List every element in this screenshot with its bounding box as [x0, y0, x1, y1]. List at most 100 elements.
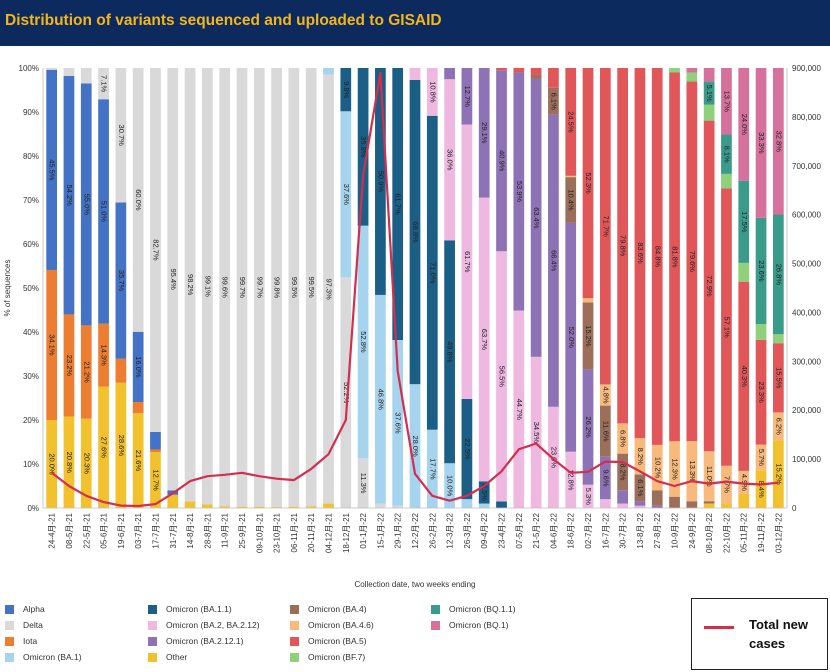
legend-swatch — [148, 652, 157, 662]
x-tick-label: 31-7月-21 — [169, 512, 178, 548]
data-label: 15.2% — [774, 463, 783, 485]
bar-segment — [599, 68, 611, 385]
bar-segment — [80, 68, 92, 84]
data-label: 54.2% — [65, 185, 74, 207]
bar-segment — [80, 418, 92, 508]
bar-segment — [375, 503, 386, 508]
data-label: 13.7% — [722, 91, 731, 113]
legend-label: Omicron (BA.1) — [23, 652, 82, 662]
data-label: 20.8% — [65, 452, 74, 474]
data-label: 6.1% — [636, 479, 645, 496]
data-label: 97.3% — [325, 278, 334, 300]
data-label: 99.5% — [307, 276, 316, 298]
bar-segment — [409, 68, 421, 80]
bar-segment — [63, 75, 75, 315]
data-label: 6.5% — [480, 484, 489, 501]
data-label: 40.3% — [740, 366, 749, 388]
data-label: 60.0% — [134, 189, 143, 211]
legend-label: Omicron (BA.5) — [308, 636, 367, 646]
bar-segment — [115, 382, 127, 508]
legend-item: Alpha — [5, 604, 45, 614]
data-label: 63.4% — [532, 207, 541, 229]
legend-swatch — [431, 604, 440, 614]
bar-segment — [219, 68, 231, 507]
data-label: 99.1% — [203, 276, 212, 298]
data-label: 5.7% — [757, 449, 766, 466]
bar-segment — [253, 506, 265, 508]
legend-item: Omicron (BA.2.12.1) — [148, 636, 243, 646]
bar-segment — [323, 503, 334, 508]
data-label: 5.1% — [705, 85, 714, 102]
data-label: 57.1% — [722, 316, 731, 338]
data-label: 12.7% — [463, 86, 472, 108]
data-label: 61.7% — [463, 251, 472, 273]
bar-segment — [634, 505, 646, 508]
bar-segment — [582, 68, 594, 299]
y-tick-label: 40% — [23, 328, 39, 337]
bar-segment — [651, 490, 663, 506]
x-tick-label: 07-5月-22 — [515, 512, 524, 548]
data-label: 71.7% — [601, 216, 610, 238]
bar-segment — [444, 240, 455, 464]
bar-segment — [599, 384, 611, 406]
bar-segment — [46, 269, 58, 420]
bar-segment — [132, 331, 144, 403]
data-label: 14.3% — [100, 344, 109, 366]
legend-swatch — [148, 604, 157, 614]
x-tick-label: 02-7月-22 — [584, 512, 593, 548]
bar-segment — [703, 104, 715, 121]
y2-tick-label: 100,000 — [792, 455, 821, 464]
legend-swatch — [5, 620, 14, 630]
bar-segment — [496, 251, 507, 502]
data-label: 6.1% — [549, 93, 558, 110]
data-label: 16.0% — [134, 356, 143, 378]
legend-item: Iota — [5, 636, 37, 646]
bar-segment — [669, 72, 680, 442]
data-label: 55.0% — [82, 194, 91, 216]
bar-segment — [738, 262, 750, 282]
data-label: 6.8% — [619, 430, 628, 447]
data-label: 34.1% — [48, 334, 57, 356]
x-tick-label: 08-10月-22 — [705, 512, 714, 553]
x-tick-label: 23-4月-22 — [498, 512, 507, 548]
bar-segment — [651, 68, 663, 445]
x-tick-label: 24-9月-22 — [688, 512, 697, 548]
bar-segment — [738, 180, 750, 263]
legend-item: Omicron (BA.1) — [5, 652, 82, 662]
data-label: 66.4% — [549, 250, 558, 272]
bar-segment — [686, 501, 698, 508]
data-label: 23.3% — [757, 382, 766, 404]
data-label: 35.7% — [117, 270, 126, 292]
y2-tick-label: 800,000 — [792, 113, 821, 122]
legend-label: Omicron (BQ.1) — [449, 620, 509, 630]
x-tick-label: 22-10月-22 — [722, 512, 731, 553]
bar-segment — [721, 503, 732, 508]
bar-segment — [132, 413, 144, 508]
bar-segment — [703, 503, 715, 508]
y2-tick-label: 300,000 — [792, 357, 821, 366]
data-label: 28.6% — [117, 435, 126, 457]
data-label: 12.3% — [671, 458, 680, 480]
bar-segment — [202, 68, 213, 505]
bar-segment — [617, 503, 628, 508]
chart-title: Distribution of variants sequenced and u… — [5, 12, 442, 29]
bar-segment — [599, 499, 611, 508]
data-label: 8.1% — [722, 146, 731, 163]
bar-segment — [582, 484, 594, 508]
x-tick-label: 12-2月-22 — [411, 512, 420, 548]
bar-segment — [46, 68, 58, 70]
data-label: 27.6% — [100, 437, 109, 459]
bar-segment — [669, 496, 680, 508]
bar-segment — [271, 507, 282, 508]
bar-segment — [599, 456, 611, 500]
data-label: 37.6% — [394, 412, 403, 434]
bar-segment — [461, 499, 473, 508]
bar-segment — [375, 68, 386, 295]
x-tick-label: 04-12月-21 — [324, 512, 333, 553]
bar-segment — [288, 506, 300, 508]
data-label: 23.0% — [549, 447, 558, 469]
x-tick-label: 05-11月-22 — [740, 512, 749, 552]
data-label: 61.7% — [394, 193, 403, 215]
bar-segment — [150, 431, 161, 450]
bar-segment — [772, 343, 784, 413]
